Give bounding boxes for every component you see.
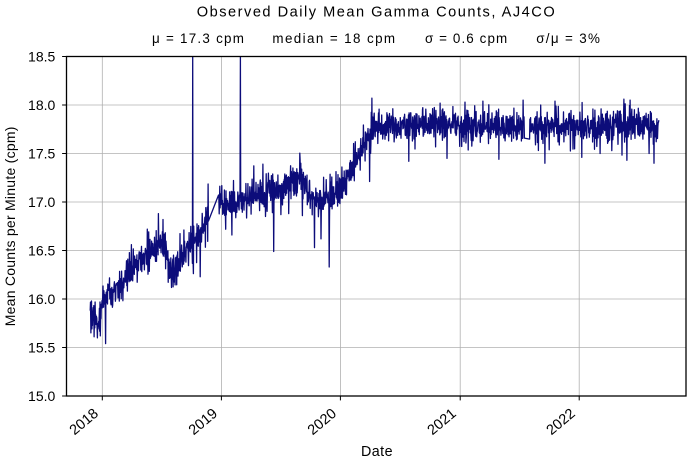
svg-text:μ = 17.3 cpm: μ = 17.3 cpm	[152, 31, 245, 46]
svg-text:17.5: 17.5	[28, 145, 55, 161]
svg-text:15.0: 15.0	[28, 388, 55, 404]
svg-text:17.0: 17.0	[28, 194, 55, 210]
svg-text:σ/μ = 3%: σ/μ = 3%	[536, 31, 601, 46]
svg-text:Observed Daily Mean Gamma Coun: Observed Daily Mean Gamma Counts, AJ4CO	[197, 5, 556, 21]
svg-text:18.5: 18.5	[28, 48, 55, 64]
svg-text:16.5: 16.5	[28, 242, 55, 258]
svg-text:16.0: 16.0	[28, 291, 55, 307]
svg-text:median = 18 cpm: median = 18 cpm	[272, 31, 396, 46]
svg-text:Date: Date	[361, 444, 393, 460]
svg-text:18.0: 18.0	[28, 97, 55, 113]
svg-text:15.5: 15.5	[28, 339, 55, 355]
svg-text:σ = 0.6 cpm: σ = 0.6 cpm	[425, 31, 508, 46]
svg-text:Mean Counts per Minute (cpm): Mean Counts per Minute (cpm)	[2, 126, 18, 326]
